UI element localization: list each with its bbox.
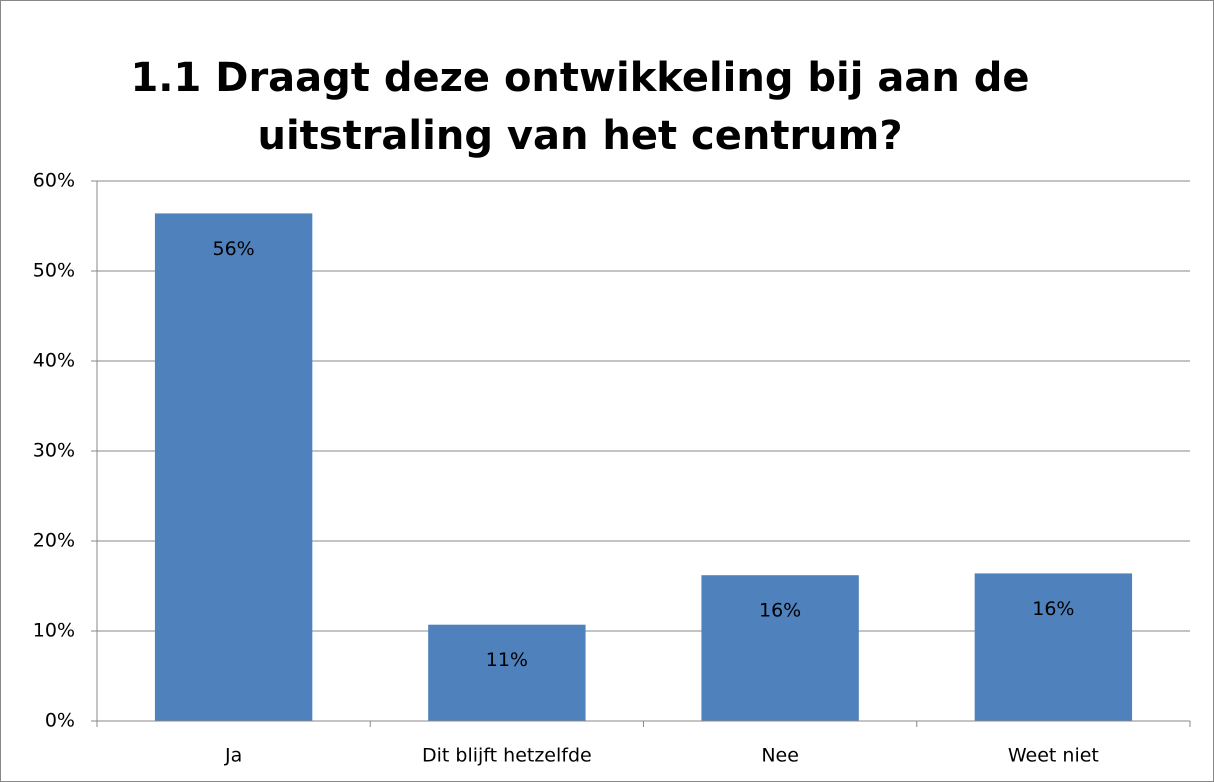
data-label: 16% <box>759 600 801 622</box>
data-label: 16% <box>1032 598 1074 620</box>
bar <box>428 624 586 721</box>
y-tick-label: 10% <box>33 620 75 642</box>
x-tick-label: Weet niet <box>1008 745 1099 767</box>
x-tick-label: Dit blijft hetzelfde <box>422 745 592 767</box>
y-tick-label: 50% <box>33 260 75 282</box>
chart-title: 1.1 Draagt deze ontwikkeling bij aan de <box>130 55 1029 101</box>
data-label: 56% <box>213 238 255 260</box>
y-tick-label: 20% <box>33 530 75 552</box>
x-tick-label: Ja <box>224 745 242 767</box>
chart-title: uitstraling van het centrum? <box>257 113 902 159</box>
bar <box>701 575 859 721</box>
data-label: 11% <box>486 649 528 671</box>
x-tick-label: Nee <box>761 745 799 767</box>
y-tick-label: 40% <box>33 350 75 372</box>
y-tick-label: 30% <box>33 440 75 462</box>
bar <box>974 573 1133 721</box>
y-tick-label: 0% <box>45 710 75 732</box>
bar <box>154 213 313 721</box>
y-tick-label: 60% <box>33 170 75 192</box>
